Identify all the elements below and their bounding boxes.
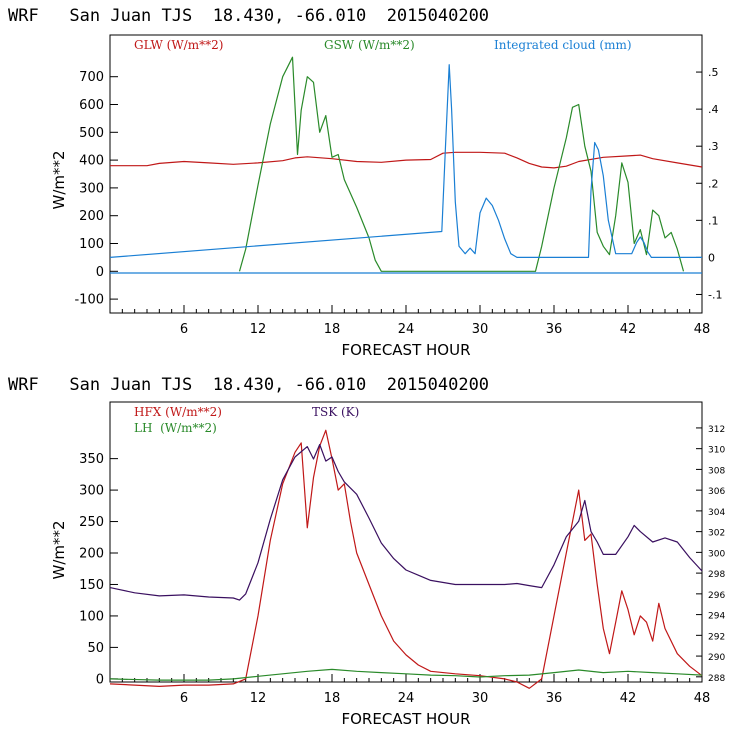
y2-tick-label: 292 [708,632,725,642]
y-tick-label: 200 [79,547,104,562]
x-tick-label: 24 [398,691,415,706]
y2-tick-label: .1 [708,214,719,227]
y2-tick-label: 0 [708,251,715,264]
x-tick-label: 48 [694,691,711,706]
y2-tick-label: 310 [708,446,725,456]
y-tick-label: 700 [79,70,104,85]
legend-hfx: HFX (W/m**2) [134,405,222,419]
x-tick-label: 6 [180,322,188,337]
y-tick-label: 500 [79,126,104,141]
y-tick-label: 150 [79,578,104,593]
y2-tick-label: 312 [708,425,725,435]
x-tick-label: 12 [250,691,267,706]
y-tick-label: 300 [79,181,104,196]
series-line-1 [238,56,685,272]
x-tick-label: 30 [472,322,489,337]
x-tick-label: 42 [620,322,637,337]
x-tick-label: 42 [620,691,637,706]
chart-glw-gsw-cloud: WRF San Juan TJS 18.430, -66.010 2015040… [8,6,722,359]
y2-tick-label: 288 [708,674,725,684]
y-tick-label: -100 [74,293,104,308]
legend-lh: LH (W/m**2) [134,421,217,435]
y-tick-label: 50 [87,641,104,656]
y2-tick-label: 308 [708,466,725,476]
x-tick-label: 6 [180,691,188,706]
y-axis-right: .5 .4 .3 .2 .1 0 -.1 [696,66,722,301]
y-tick-label: 100 [79,237,104,252]
y2-tick-label: .2 [708,177,719,190]
y-axis-left: 700 600 500 400 300 200 100 0 -100 [74,70,118,308]
series-line-0 [109,429,703,689]
y2-tick-label: .3 [708,140,719,153]
y-axis-label: W/m**2 [50,150,68,209]
series-line-1 [109,668,703,681]
y2-tick-label: 290 [708,653,725,663]
legend-gsw: GSW (W/m**2) [324,38,415,52]
y2-tick-label: 304 [708,508,725,518]
x-tick-label: 36 [546,322,563,337]
y-axis-label: W/m**2 [50,520,68,579]
y2-tick-label: 300 [708,549,725,559]
legend-cloud: Integrated cloud (mm) [494,38,632,52]
y-tick-label: 200 [79,209,104,224]
y2-tick-label: 298 [708,570,725,580]
y2-tick-label: 306 [708,487,725,497]
x-axis: 6 12 18 24 30 36 42 48 [121,305,711,337]
series-line-2 [109,64,702,258]
series-line-2 [109,443,703,601]
x-tick-label: 48 [694,322,711,337]
x-axis-label: FORECAST HOUR [341,710,470,728]
chart-hfx-lh-tsk: WRF San Juan TJS 18.430, -66.010 2015040… [8,375,725,728]
y-tick-label: 100 [79,609,104,624]
x-axis-label: FORECAST HOUR [341,341,470,359]
y-axis-right: 312 310 308 306 304 302 300 298 296 294 292 290 288 [696,425,725,684]
series-group [109,56,703,272]
y-tick-label: 0 [96,672,104,687]
y2-tick-label: .5 [708,66,719,79]
y-axis-left: 350 300 250 200 150 100 50 0 [79,452,118,687]
chart-title: WRF San Juan TJS 18.430, -66.010 2015040… [8,375,489,395]
chart-title: WRF San Juan TJS 18.430, -66.010 2015040… [8,6,489,26]
series-line-0 [110,151,703,169]
y-tick-label: 250 [79,515,104,530]
y-tick-label: 0 [96,265,104,280]
x-tick-label: 18 [324,322,341,337]
plot-frame [109,401,703,683]
x-tick-label: 24 [398,322,415,337]
legend-tsk: TSK (K) [312,405,359,419]
y2-tick-label: .4 [708,103,719,116]
x-tick-label: 36 [546,691,563,706]
series-group [109,429,703,689]
y2-tick-label: 302 [708,529,725,539]
x-tick-label: 30 [472,691,489,706]
y-tick-label: 350 [79,452,104,467]
y2-tick-label: -.1 [708,288,722,301]
y2-tick-label: 294 [708,612,725,622]
x-tick-label: 18 [324,691,341,706]
y-tick-label: 400 [79,154,104,169]
legend-glw: GLW (W/m**2) [134,38,223,52]
y2-tick-label: 296 [708,591,725,601]
x-tick-label: 12 [250,322,267,337]
x-axis: 6 12 18 24 30 36 42 48 [121,674,711,706]
y-tick-label: 600 [79,98,104,113]
y-tick-label: 300 [79,484,104,499]
